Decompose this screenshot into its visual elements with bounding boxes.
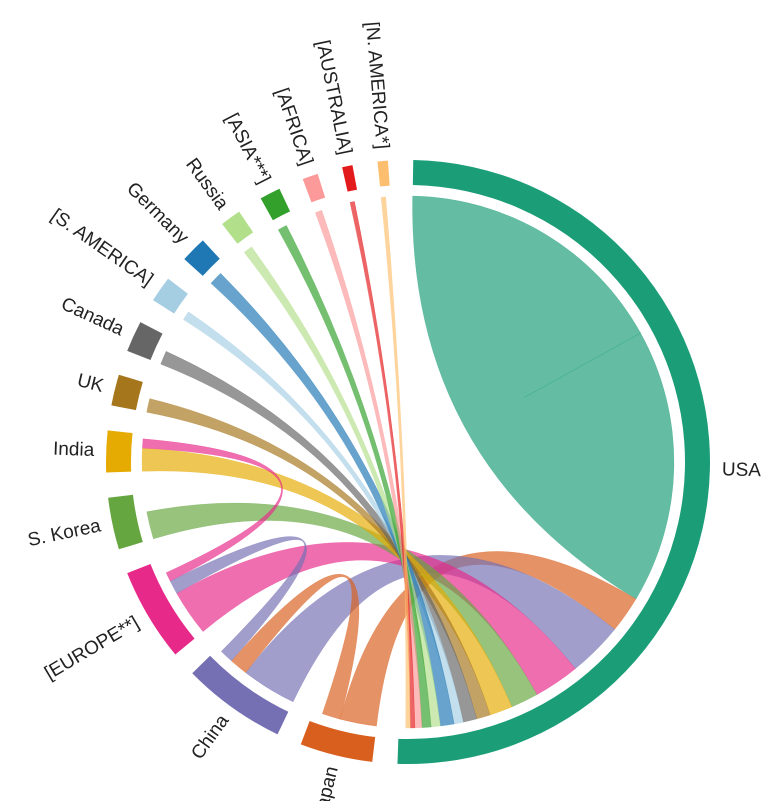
node-label: [ASIA***] (221, 110, 274, 187)
node-arc (105, 430, 133, 473)
ribbon (243, 246, 441, 728)
ribbon (210, 272, 455, 727)
ribbons (141, 195, 675, 729)
node-label: [S. AMERICA] (47, 205, 157, 290)
node-label: Russia (181, 155, 232, 215)
node-arc (108, 494, 143, 550)
node-label: S. Korea (26, 515, 103, 551)
node-arc (302, 173, 326, 203)
node-arc (111, 374, 143, 411)
ribbon (142, 438, 283, 582)
node-label: [EUROPE**] (41, 612, 143, 684)
ribbon (349, 201, 416, 729)
node-label: China (187, 711, 233, 764)
node-label: [AUSTRALIA] (312, 38, 356, 156)
node-arc (342, 165, 358, 192)
node-arc (300, 720, 376, 762)
node-label: India (53, 439, 95, 461)
ribbon (183, 311, 464, 725)
node-label: UK (75, 370, 106, 397)
node-arc (222, 211, 254, 244)
ribbon (146, 502, 538, 708)
node-label: Germany (122, 178, 193, 248)
ribbon (141, 447, 513, 716)
ribbon (380, 196, 411, 729)
node-label: [N. AMERICA*] (361, 21, 393, 150)
node-label: Canada (58, 294, 128, 341)
node-arc (192, 655, 289, 735)
ribbon (412, 195, 675, 600)
node-arc (184, 240, 220, 276)
node-label: USA (722, 459, 762, 481)
ribbon (176, 542, 576, 695)
ribbon (231, 574, 360, 720)
node-label: Japan (310, 764, 343, 801)
ribbon (160, 350, 478, 723)
ribbon (277, 225, 432, 728)
node-label: [AFRICA] (271, 85, 317, 168)
ribbon (314, 209, 423, 729)
ribbon (146, 398, 491, 720)
node-arc (377, 160, 390, 187)
node-arc (260, 188, 291, 221)
ribbon (169, 536, 307, 662)
node-arc (153, 278, 188, 314)
ribbon (245, 555, 616, 703)
node-arc (127, 322, 163, 361)
node-arc (127, 563, 195, 655)
